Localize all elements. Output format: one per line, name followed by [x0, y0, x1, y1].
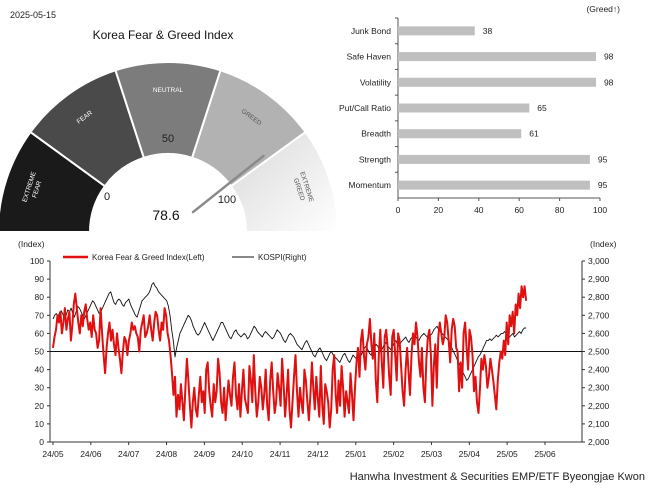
bar-momentum	[398, 180, 590, 190]
bar-value-label: 61	[529, 129, 539, 139]
x-tick: 25/02	[383, 449, 405, 459]
bar-volatility	[398, 77, 596, 87]
bar-safe-haven	[398, 52, 596, 62]
bar-value-label: 95	[598, 180, 608, 190]
bar-put-call-ratio	[398, 103, 530, 113]
left-y-tick: 80	[35, 292, 45, 302]
bar-x-tick: 0	[396, 205, 401, 215]
x-tick: 25/03	[421, 449, 443, 459]
bar-value-label: 95	[598, 154, 608, 164]
x-tick: 25/04	[459, 449, 481, 459]
left-y-tick: 40	[35, 365, 45, 375]
right-axis-label: (Index)	[590, 239, 617, 249]
gauge-mid-label: 50	[162, 133, 174, 145]
gauge-value: 78.6	[152, 207, 179, 223]
bar-category-label: Breadth	[361, 129, 391, 139]
footer-credit: Hanwha Investment & Securities EMP/ETF B…	[350, 471, 645, 483]
legend: Korea Fear & Greed Index(Left) KOSPI(Rig…	[63, 253, 307, 262]
legend-label-fg: Korea Fear & Greed Index(Left)	[92, 253, 205, 262]
right-y-tick: 2,900	[588, 274, 610, 284]
gauge-title: Korea Fear & Greed Index	[93, 28, 234, 42]
bar-category-label: Strength	[359, 154, 391, 164]
left-y-tick: 70	[35, 310, 45, 320]
right-y-tick: 3,000	[588, 256, 610, 266]
kospi-line	[52, 282, 527, 381]
x-tick: 24/11	[270, 449, 291, 459]
left-y-tick: 10	[35, 419, 45, 429]
bar-x-tick: 80	[555, 205, 565, 215]
left-y-tick: 60	[35, 328, 45, 338]
right-y-tick: 2,100	[588, 419, 610, 429]
x-tick: 24/07	[118, 449, 140, 459]
fear-greed-line	[52, 285, 528, 429]
bar-category-label: Safe Haven	[347, 52, 392, 62]
right-y-tick: 2,200	[588, 401, 610, 411]
bar-value-label: 98	[604, 52, 614, 62]
bar-x-tick: 40	[474, 205, 484, 215]
x-tick: 24/05	[42, 449, 64, 459]
bar-category-label: Junk Bond	[351, 26, 391, 36]
bar-value-label: 38	[483, 26, 493, 36]
gauge-zone-label: NEUTRAL	[153, 87, 184, 94]
right-y-tick: 2,700	[588, 310, 610, 320]
bar-junk-bond	[398, 26, 475, 36]
bar-breadth	[398, 129, 522, 139]
right-y-tick: 2,400	[588, 365, 610, 375]
right-y-tick: 2,300	[588, 383, 610, 393]
x-tick: 24/10	[232, 449, 254, 459]
legend-label-kospi: KOSPI(Right)	[258, 253, 307, 262]
x-tick: 24/06	[80, 449, 102, 459]
left-y-tick: 20	[35, 401, 45, 411]
x-tick: 24/08	[156, 449, 178, 459]
history-panel: (Index) (Index) Korea Fear & Greed Index…	[18, 239, 617, 459]
x-tick: 24/12	[307, 449, 329, 459]
gauge-max-label: 100	[218, 194, 236, 206]
bar-strength	[398, 154, 590, 164]
bar-value-label: 65	[537, 103, 547, 113]
gauge-zones	[0, 61, 340, 233]
left-y-tick: 100	[30, 256, 44, 266]
left-y-tick: 30	[35, 383, 45, 393]
line-series	[52, 282, 528, 429]
gauge-panel: Korea Fear & Greed Index EXTREMEFEARFEAR…	[0, 28, 340, 233]
right-y-tick: 2,500	[588, 347, 610, 357]
right-y-tick: 2,600	[588, 328, 610, 338]
components-unit-label: (Greed↑)	[586, 4, 620, 14]
x-tick: 24/09	[194, 449, 216, 459]
gauge-needle	[191, 154, 265, 214]
gauge-min-label: 0	[104, 191, 110, 203]
bar-category-label: Volatility	[360, 77, 392, 87]
left-y-tick: 50	[35, 347, 45, 357]
right-y-tick: 2,000	[588, 437, 610, 447]
bar-category-label: Put/Call Ratio	[339, 103, 391, 113]
bar-x-tick: 20	[434, 205, 444, 215]
bar-value-label: 98	[604, 77, 614, 87]
right-y-tick: 2,800	[588, 292, 610, 302]
left-y-tick: 90	[35, 274, 45, 284]
components-panel: (Greed↑) 0 20 40 60 80 100 Junk Bond 38 Safe Ha…	[339, 4, 620, 215]
left-axis-label: (Index)	[18, 239, 45, 249]
report-date: 2025-05-15	[10, 10, 56, 20]
x-tick: 25/06	[534, 449, 556, 459]
bar-category-label: Momentum	[348, 180, 391, 190]
left-y-tick: 0	[39, 437, 44, 447]
bar-x-tick: 60	[514, 205, 524, 215]
x-tick: 25/05	[497, 449, 519, 459]
bar-x-tick: 100	[593, 205, 607, 215]
x-tick: 25/01	[345, 449, 367, 459]
gauge-zone-extreme-greed	[229, 130, 340, 233]
bar-marks: Junk Bond 38 Safe Haven 98 Volatility 98 Put/C…	[339, 26, 614, 190]
line-axes: 0 10 20 30 40 50 60 70 80 90 100 2,000 2,100 2,200 2,3…	[30, 256, 610, 459]
